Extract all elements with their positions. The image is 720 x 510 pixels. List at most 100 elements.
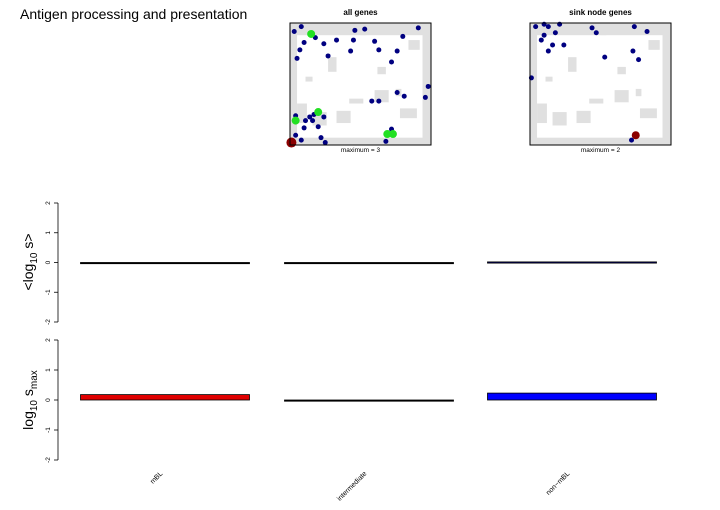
map-point <box>561 42 567 48</box>
map-point <box>315 124 321 130</box>
category-label: intermediate <box>336 470 368 502</box>
y-tick-label: 1 <box>45 368 52 372</box>
map-landscape-region <box>617 66 626 75</box>
map-landscape-region <box>422 23 431 145</box>
map-point <box>298 137 304 143</box>
map-point <box>301 40 307 46</box>
map-point <box>286 137 297 148</box>
bar-intermediate <box>284 262 454 265</box>
bar-panel-3: -2 -1 0 1 2 log10 smax <box>20 338 657 463</box>
map-landscape-region <box>360 29 367 36</box>
map-point <box>400 33 406 39</box>
map-point <box>541 21 547 27</box>
map-point <box>383 138 389 144</box>
map-point <box>550 42 556 48</box>
map-point <box>301 125 307 131</box>
y-axis-label: log10 smax <box>20 370 40 430</box>
map-landscape-region <box>662 23 671 145</box>
map-point <box>545 24 551 30</box>
map-panel-0: all genes maximum = 3 <box>286 8 432 154</box>
map-point <box>303 118 309 124</box>
map-point <box>307 114 313 120</box>
map-point <box>383 130 392 139</box>
bar-mbl <box>80 394 250 401</box>
map-maximum-label: maximum = 2 <box>581 147 621 154</box>
map-point <box>291 116 300 125</box>
map-landscape-region <box>635 88 642 97</box>
map-landscape-region <box>297 103 307 124</box>
y-tick-label: 2 <box>45 338 52 342</box>
map-point <box>552 30 558 36</box>
map-point <box>376 98 382 104</box>
page-title: Antigen processing and presentation <box>20 6 248 22</box>
y-tick-label: -1 <box>45 289 52 295</box>
map-landscape-region <box>537 103 547 124</box>
map-title: all genes <box>343 8 378 17</box>
y-tick-label: 1 <box>45 231 52 235</box>
map-point <box>318 135 324 141</box>
map-maximum-label: maximum = 3 <box>341 147 381 154</box>
map-landscape-region <box>305 76 313 82</box>
map-point <box>533 24 539 30</box>
map-point <box>321 41 327 47</box>
map-landscape-region <box>600 29 607 36</box>
map-point <box>422 94 428 100</box>
y-tick-label: 0 <box>45 260 52 264</box>
map-point <box>297 47 303 53</box>
map-frame <box>289 22 432 146</box>
map-point <box>310 118 316 124</box>
map-point <box>401 93 407 99</box>
map-panel-1: sink node genes maximum = 2 <box>528 8 672 154</box>
map-point <box>644 29 650 35</box>
map-point <box>630 48 636 54</box>
map-point <box>394 90 400 96</box>
map-point <box>362 26 368 32</box>
bar-panel-2: -2 -1 0 1 2 <log10 s> <box>20 201 657 325</box>
map-point <box>636 57 642 63</box>
map-point <box>307 29 316 38</box>
map-frame <box>529 22 672 146</box>
map-landscape-region <box>336 110 351 124</box>
map-point <box>541 32 547 38</box>
map-landscape-region <box>648 40 660 50</box>
category-label: non−mBL <box>545 470 571 496</box>
map-point <box>425 83 431 89</box>
map-landscape-region <box>530 23 538 145</box>
map-landscape-region <box>545 76 553 82</box>
map-point <box>352 27 358 33</box>
map-point <box>291 29 297 35</box>
map-point <box>389 59 395 65</box>
map-landscape-region <box>552 112 567 126</box>
map-point <box>593 30 599 36</box>
map-point <box>388 130 397 139</box>
y-tick-label: -1 <box>45 427 52 433</box>
y-axis-label: <log10 s> <box>20 233 40 290</box>
map-landscape-region <box>349 98 364 104</box>
map-point <box>372 38 378 44</box>
map-point <box>294 55 300 61</box>
map-point <box>538 37 544 43</box>
map-point <box>602 54 608 60</box>
y-tick-label: -2 <box>45 319 52 325</box>
map-landscape-region <box>408 40 420 50</box>
map-landscape-region <box>290 23 298 145</box>
map-landscape-region <box>576 110 591 124</box>
map-point <box>629 137 635 143</box>
map-landscape-region <box>328 57 337 72</box>
category-label: mBL <box>149 470 164 485</box>
map-landscape-region <box>530 137 671 145</box>
map-landscape-region <box>399 108 417 119</box>
map-point <box>322 140 328 146</box>
map-point <box>589 25 595 31</box>
map-landscape-region <box>568 57 577 72</box>
y-tick-label: -2 <box>45 457 52 463</box>
map-landscape-region <box>290 137 431 145</box>
map-point <box>631 131 640 140</box>
map-point <box>325 53 331 59</box>
map-landscape-region <box>614 90 629 103</box>
bar-intermediate <box>284 399 454 402</box>
map-point <box>350 37 356 43</box>
map-point <box>298 24 304 30</box>
map-point <box>415 25 421 31</box>
